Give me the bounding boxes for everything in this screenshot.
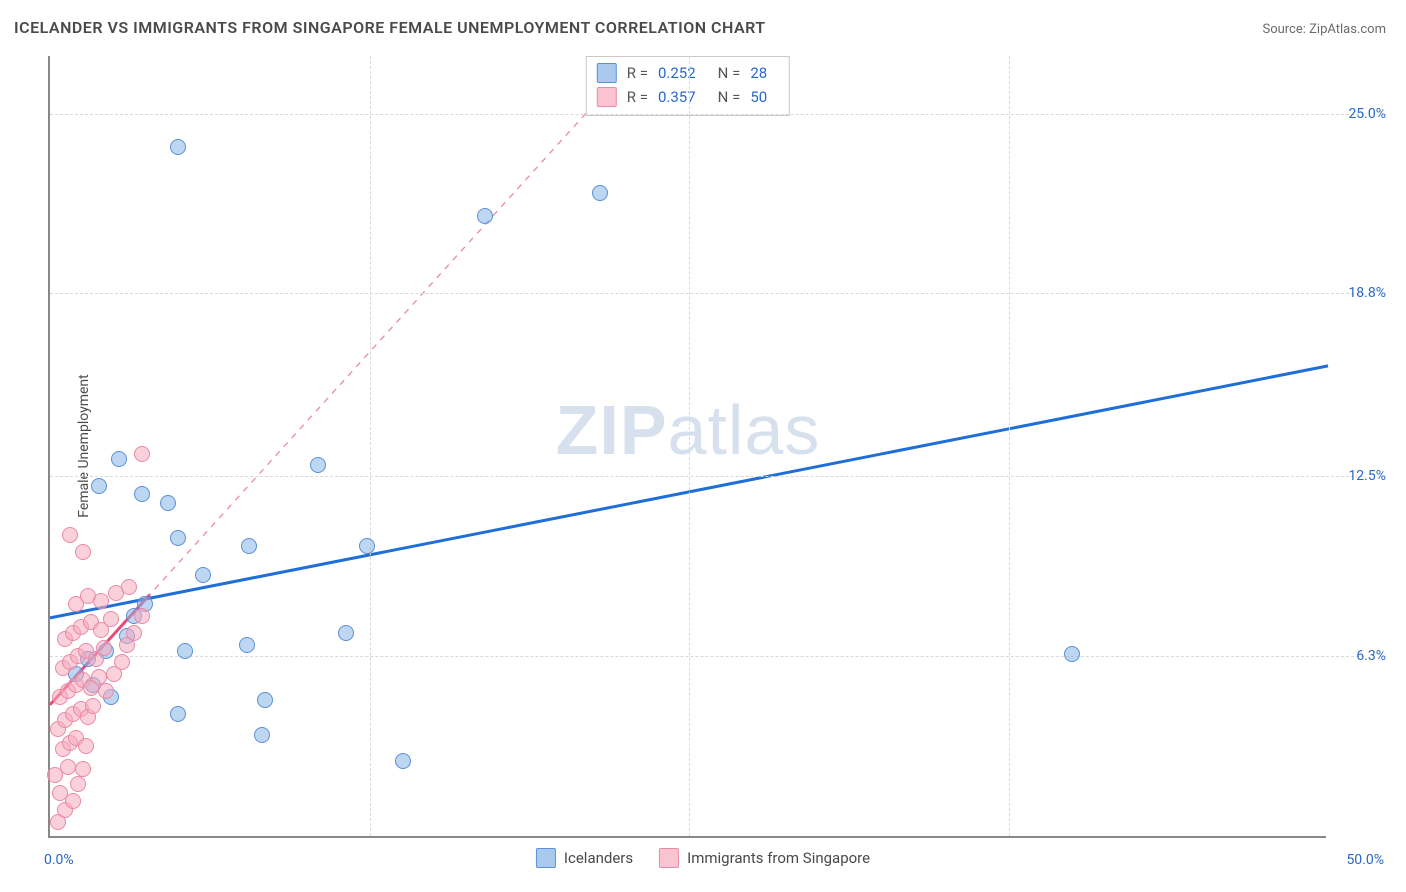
data-point-pink <box>134 608 150 624</box>
data-point-pink <box>96 640 112 656</box>
stat-n-label: N = <box>718 88 741 106</box>
data-point-pink <box>85 698 101 714</box>
gridline-vertical <box>370 56 371 836</box>
trend-lines <box>50 56 1326 836</box>
data-point-blue <box>359 538 375 554</box>
gridline-horizontal <box>50 476 1364 477</box>
watermark-bold: ZIP <box>556 391 668 469</box>
data-point-blue <box>338 625 354 641</box>
watermark: ZIPatlas <box>556 390 821 470</box>
stats-legend-box: R = 0.252 N = 28 R = 0.357 N = 50 <box>586 56 790 116</box>
stat-n-label: N = <box>718 64 741 82</box>
gridline-horizontal <box>50 114 1364 115</box>
data-point-blue <box>395 753 411 769</box>
data-point-blue <box>160 495 176 511</box>
data-point-pink <box>75 544 91 560</box>
data-point-blue <box>170 706 186 722</box>
legend-item-pink: Immigrants from Singapore <box>659 848 870 868</box>
data-point-blue <box>177 643 193 659</box>
x-axis-end-label: 50.0% <box>1346 852 1384 868</box>
x-axis-origin-label: 0.0% <box>44 852 74 868</box>
legend-label: Immigrants from Singapore <box>687 849 870 867</box>
data-point-blue <box>1064 646 1080 662</box>
gridline-horizontal <box>50 293 1364 294</box>
data-point-blue <box>239 637 255 653</box>
plot-area: ZIPatlas R =0.252N =28R =0.357N =50 6.3%… <box>48 56 1326 838</box>
source-link[interactable]: ZipAtlas.com <box>1309 22 1386 37</box>
y-tick-label: 12.5% <box>1330 468 1386 484</box>
data-point-pink <box>78 738 94 754</box>
legend-swatch-blue <box>536 848 556 868</box>
data-point-pink <box>60 759 76 775</box>
data-point-blue <box>592 185 608 201</box>
chart-title: ICELANDER VS IMMIGRANTS FROM SINGAPORE F… <box>14 18 766 37</box>
data-point-blue <box>254 727 270 743</box>
stats-row-pink: R = 0.357 N = 50 <box>597 85 779 109</box>
stat-r-label: R = <box>627 88 648 106</box>
watermark-light: atlas <box>668 391 821 469</box>
data-point-pink <box>93 593 109 609</box>
y-tick-label: 25.0% <box>1330 106 1386 122</box>
data-point-pink <box>65 793 81 809</box>
data-point-blue <box>134 486 150 502</box>
source-attribution: Source: ZipAtlas.com <box>1262 22 1386 37</box>
data-point-pink <box>103 611 119 627</box>
data-point-pink <box>98 683 114 699</box>
stat-r-value: 0.252 <box>658 64 696 82</box>
data-point-blue <box>477 208 493 224</box>
y-tick-label: 18.8% <box>1330 285 1386 301</box>
stat-n-value: 50 <box>750 88 767 106</box>
gridline-vertical <box>689 56 690 836</box>
data-point-pink <box>121 579 137 595</box>
legend-swatch-pink <box>659 848 679 868</box>
y-tick-label: 6.3% <box>1330 648 1386 664</box>
data-point-blue <box>170 530 186 546</box>
data-point-pink <box>134 446 150 462</box>
data-point-blue <box>195 567 211 583</box>
swatch-pink <box>597 87 617 107</box>
gridline-horizontal <box>50 656 1364 657</box>
data-point-blue <box>111 451 127 467</box>
data-point-blue <box>91 478 107 494</box>
swatch-blue <box>597 63 617 83</box>
stat-r-value: 0.357 <box>658 88 696 106</box>
category-legend: Icelanders Immigrants from Singapore <box>536 848 870 868</box>
source-prefix: Source: <box>1262 22 1309 37</box>
legend-item-blue: Icelanders <box>536 848 633 868</box>
data-point-blue <box>310 457 326 473</box>
data-point-blue <box>241 538 257 554</box>
gridline-vertical <box>1009 56 1010 836</box>
legend-label: Icelanders <box>564 849 633 867</box>
data-point-pink <box>75 761 91 777</box>
stats-row-blue: R = 0.252 N = 28 <box>597 61 779 85</box>
data-point-pink <box>126 625 142 641</box>
data-point-blue <box>170 139 186 155</box>
data-point-blue <box>257 692 273 708</box>
data-point-pink <box>70 776 86 792</box>
data-point-pink <box>114 654 130 670</box>
data-point-pink <box>62 527 78 543</box>
stat-n-value: 28 <box>750 64 767 82</box>
stat-r-label: R = <box>627 64 648 82</box>
